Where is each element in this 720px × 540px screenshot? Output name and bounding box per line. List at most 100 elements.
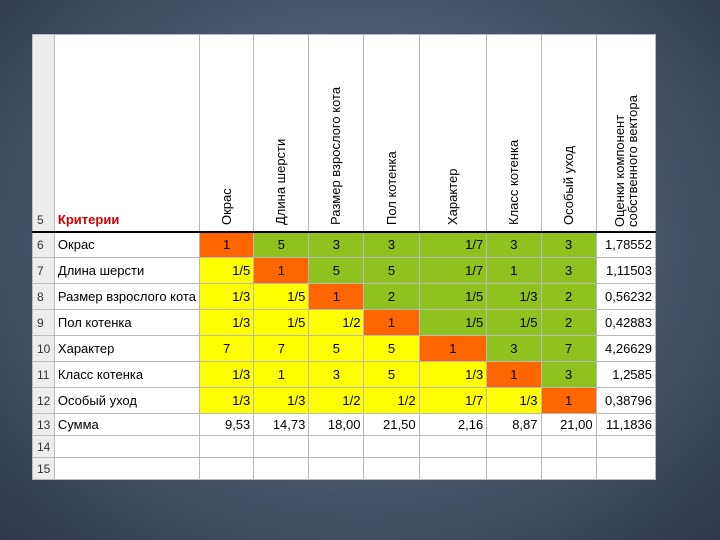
col-header-color[interactable]: Окрас (198, 34, 255, 233)
sum-cell[interactable]: 21,00 (540, 413, 597, 436)
eigenvector-cell[interactable]: 1,78552 (595, 231, 656, 258)
sum-cell[interactable]: 9,53 (198, 413, 255, 436)
sum-cell[interactable]: 21,50 (363, 413, 420, 436)
col-header-adult-size[interactable]: Размер взрослого кота (308, 34, 365, 233)
row-name[interactable]: Характер (53, 335, 200, 362)
sum-cell[interactable]: 14,73 (253, 413, 310, 436)
matrix-cell[interactable]: 1/3 (198, 283, 255, 310)
row-number[interactable]: 8 (32, 283, 55, 310)
matrix-cell[interactable]: 2 (540, 309, 597, 336)
matrix-cell[interactable]: 1/5 (486, 309, 542, 336)
matrix-cell[interactable]: 1/3 (253, 387, 310, 414)
matrix-cell[interactable]: 1/2 (308, 387, 365, 414)
matrix-cell[interactable]: 5 (363, 257, 420, 284)
col-header-fur-length[interactable]: Длина шерсти (253, 34, 310, 233)
eigenvector-cell[interactable]: 0,56232 (595, 283, 656, 310)
empty-cell[interactable] (540, 435, 597, 458)
matrix-cell[interactable]: 3 (540, 257, 597, 284)
row-number[interactable]: 5 (32, 34, 55, 233)
matrix-cell[interactable]: 5 (363, 335, 420, 362)
matrix-cell[interactable]: 1/3 (198, 387, 255, 414)
row-name[interactable]: Пол котенка (53, 309, 200, 336)
sum-label[interactable]: Сумма (53, 413, 200, 436)
matrix-cell[interactable]: 1/3 (198, 309, 255, 336)
matrix-cell[interactable]: 1/7 (418, 387, 488, 414)
matrix-cell[interactable]: 3 (308, 361, 365, 388)
row-number[interactable]: 14 (32, 435, 55, 458)
sum-cell[interactable]: 2,16 (418, 413, 488, 436)
empty-cell[interactable] (595, 457, 656, 480)
matrix-cell[interactable]: 1/7 (418, 257, 488, 284)
matrix-cell[interactable]: 3 (308, 231, 365, 258)
matrix-cell[interactable]: 5 (308, 335, 365, 362)
empty-cell[interactable] (198, 435, 255, 458)
matrix-cell[interactable]: 5 (308, 257, 365, 284)
empty-cell[interactable] (486, 457, 542, 480)
empty-cell[interactable] (53, 435, 200, 458)
eigenvector-cell[interactable]: 4,26629 (595, 335, 656, 362)
row-name[interactable]: Длина шерсти (53, 257, 200, 284)
col-header-special-care[interactable]: Особый уход (540, 34, 597, 233)
col-header-kitten-sex[interactable]: Пол котенка (363, 34, 420, 233)
row-number[interactable]: 6 (32, 231, 55, 258)
row-number[interactable]: 15 (32, 457, 55, 480)
matrix-cell[interactable]: 1/5 (253, 309, 310, 336)
matrix-cell[interactable]: 1/3 (486, 387, 542, 414)
empty-cell[interactable] (363, 457, 420, 480)
sum-cell[interactable]: 8,87 (486, 413, 542, 436)
empty-cell[interactable] (486, 435, 542, 458)
row-number[interactable]: 13 (32, 413, 55, 436)
eigenvector-cell[interactable]: 0,38796 (595, 387, 656, 414)
row-name[interactable]: Окрас (53, 231, 200, 258)
empty-cell[interactable] (418, 457, 488, 480)
col-header-temperament[interactable]: Характер (418, 34, 488, 233)
matrix-cell[interactable]: 1 (418, 335, 488, 362)
matrix-cell[interactable]: 1/3 (486, 283, 542, 310)
matrix-cell[interactable]: 7 (198, 335, 255, 362)
matrix-cell[interactable]: 1/2 (363, 387, 420, 414)
sum-cell[interactable]: 18,00 (308, 413, 365, 436)
matrix-cell[interactable]: 2 (540, 283, 597, 310)
matrix-cell[interactable]: 1 (198, 231, 255, 258)
sum-vec-cell[interactable]: 11,1836 (595, 413, 656, 436)
row-number[interactable]: 11 (32, 361, 55, 388)
matrix-cell[interactable]: 3 (486, 231, 542, 258)
empty-cell[interactable] (308, 457, 365, 480)
matrix-cell[interactable]: 3 (363, 231, 420, 258)
col-header-eigenvector[interactable]: Оценки компонент собственного вектора (595, 34, 656, 233)
row-name[interactable]: Класс котенка (53, 361, 200, 388)
matrix-cell[interactable]: 1 (253, 257, 310, 284)
eigenvector-cell[interactable]: 1,11503 (595, 257, 656, 284)
matrix-cell[interactable]: 3 (540, 361, 597, 388)
row-name[interactable]: Особый уход (53, 387, 200, 414)
matrix-cell[interactable]: 7 (253, 335, 310, 362)
matrix-cell[interactable]: 3 (486, 335, 542, 362)
criteria-header[interactable]: Критерии (53, 34, 200, 233)
empty-cell[interactable] (53, 457, 200, 480)
matrix-cell[interactable]: 1/7 (418, 231, 488, 258)
matrix-cell[interactable]: 1 (540, 387, 597, 414)
row-name[interactable]: Размер взрослого кота (53, 283, 200, 310)
row-number[interactable]: 9 (32, 309, 55, 336)
matrix-cell[interactable]: 1/5 (253, 283, 310, 310)
empty-cell[interactable] (253, 435, 310, 458)
col-header-kitten-class[interactable]: Класс котенка (486, 34, 542, 233)
matrix-cell[interactable]: 5 (253, 231, 310, 258)
empty-cell[interactable] (198, 457, 255, 480)
empty-cell[interactable] (308, 435, 365, 458)
eigenvector-cell[interactable]: 1,2585 (595, 361, 656, 388)
empty-cell[interactable] (540, 457, 597, 480)
row-number[interactable]: 7 (32, 257, 55, 284)
matrix-cell[interactable]: 1/2 (308, 309, 365, 336)
empty-cell[interactable] (253, 457, 310, 480)
empty-cell[interactable] (418, 435, 488, 458)
matrix-cell[interactable]: 1/5 (418, 283, 488, 310)
row-number[interactable]: 10 (32, 335, 55, 362)
matrix-cell[interactable]: 1 (486, 361, 542, 388)
row-number[interactable]: 12 (32, 387, 55, 414)
matrix-cell[interactable]: 1/3 (418, 361, 488, 388)
matrix-cell[interactable]: 3 (540, 231, 597, 258)
matrix-cell[interactable]: 1/3 (198, 361, 255, 388)
matrix-cell[interactable]: 1 (253, 361, 310, 388)
empty-cell[interactable] (595, 435, 656, 458)
